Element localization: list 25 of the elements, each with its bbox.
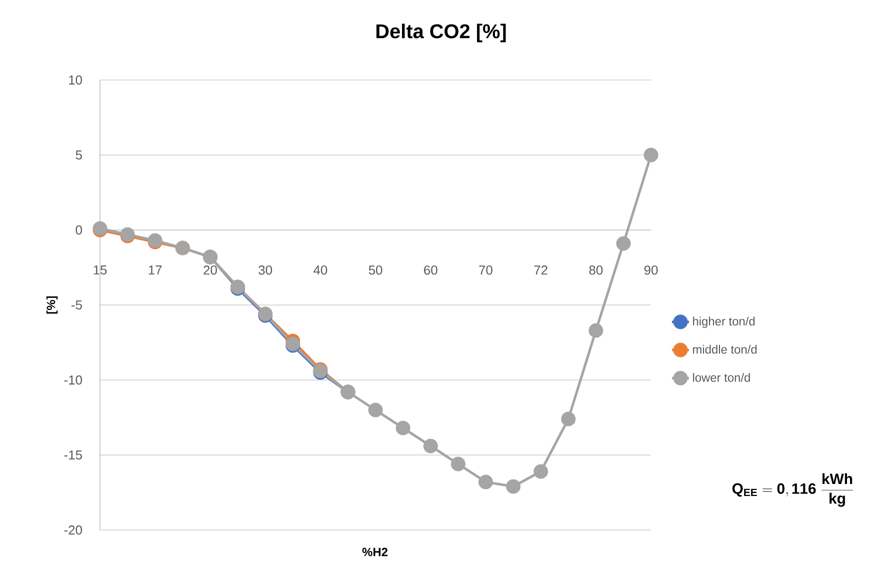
x-axis-title: %H2 (362, 548, 388, 556)
y-tick-label: -10 (64, 375, 82, 385)
y-tick-label: -15 (64, 450, 82, 460)
x-tick-label: 90 (644, 266, 658, 275)
x-tick-label: 40 (314, 266, 328, 275)
text: $\mathbf{Q_{EE}}=\mathbf{0,116}\;\frac{\mathbf{kWh}}{\mathbf{kg}}$ (732, 473, 854, 507)
y-tick-label: 10 (69, 75, 82, 85)
legend-label: lower ton/d (693, 373, 750, 382)
x-tick-label: 30 (258, 266, 272, 275)
x-tick-label: 17 (148, 266, 162, 274)
y-axis-title: [%] (46, 296, 58, 314)
x-tick-label: 60 (424, 266, 438, 275)
x-tick-label: 80 (589, 266, 603, 275)
x-tick-label: 15 (94, 266, 107, 275)
x-tick-label: 50 (368, 266, 382, 275)
x-tick-label: 20 (204, 266, 217, 275)
y-tick-label: 0 (76, 225, 82, 235)
legend-label: higher ton/d (693, 316, 755, 328)
y-tick-label: -20 (64, 525, 82, 535)
legend-label: middle ton/d (693, 344, 757, 354)
y-tick-label: -5 (72, 300, 82, 310)
y-tick-label: 5 (76, 150, 82, 160)
chart-title: Delta CO2 [%] (376, 24, 506, 42)
x-tick-label: 70 (479, 266, 492, 275)
x-tick-label: 72 (534, 266, 548, 275)
